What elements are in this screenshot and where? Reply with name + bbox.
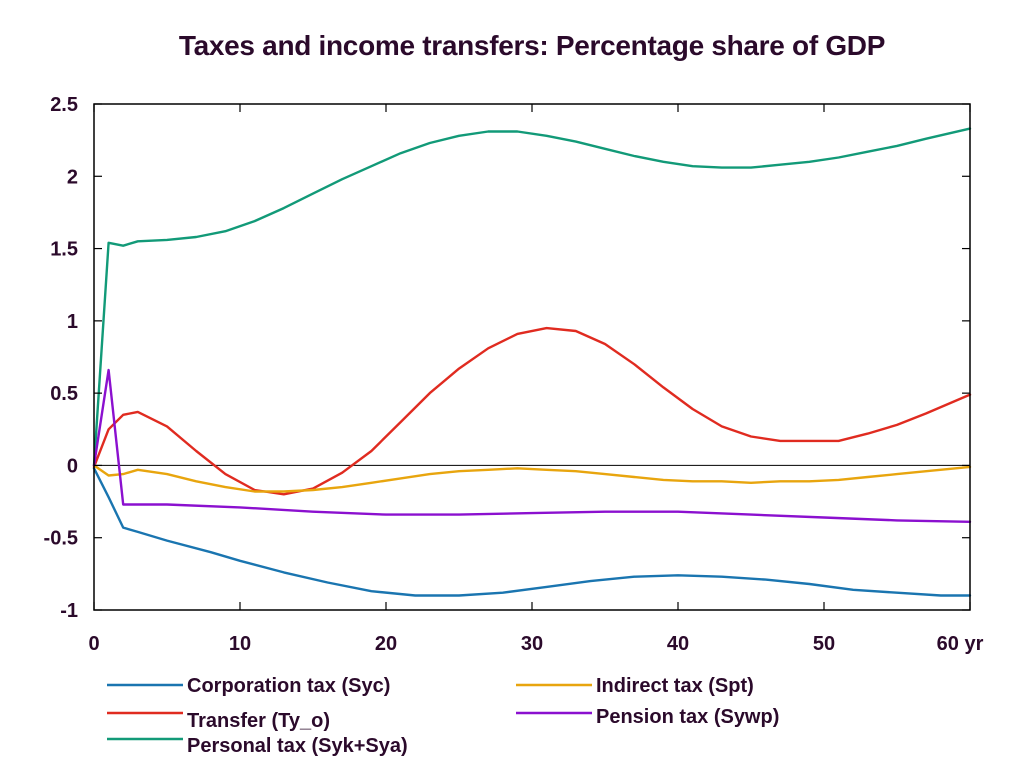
y-tick-label: 0 (67, 455, 78, 477)
chart-title: Taxes and income transfers: Percentage s… (178, 30, 886, 61)
y-tick-label: 1 (67, 311, 78, 333)
x-tick-label: 30 (521, 633, 543, 655)
legend-label-2: Personal tax (Syk+Sya) (187, 735, 408, 757)
x-tick-label: 40 (667, 633, 689, 655)
y-tick-label: -0.5 (44, 528, 78, 550)
y-tick-label: 2 (67, 166, 78, 188)
series-lines (92, 127, 972, 597)
series-line-4 (92, 368, 972, 523)
y-tick-label: 1.5 (50, 239, 78, 261)
x-axis: 0 10 20 30 40 50 60 yr (88, 104, 984, 655)
x-tick-label: 20 (375, 633, 397, 655)
legend-label-3: Indirect tax (Spt) (596, 675, 754, 697)
legend-label-1: Transfer (Ty_o) (187, 710, 330, 732)
series-line-3 (92, 464, 972, 493)
y-tick-label: 2.5 (50, 94, 78, 116)
legend: Corporation tax (Syc) Transfer (Ty_o) Pers… (107, 675, 779, 757)
x-tick-label: 0 (88, 633, 99, 655)
legend-label-0: Corporation tax (Syc) (187, 675, 390, 697)
x-tick-label: 60 yr (937, 633, 984, 655)
series-line-2 (92, 127, 972, 467)
series-line-0 (92, 467, 972, 597)
series-line-1 (92, 326, 972, 496)
y-tick-label: 0.5 (50, 383, 78, 405)
plot-frame (93, 103, 971, 611)
y-tick-label: -1 (60, 600, 78, 622)
legend-label-4: Pension tax (Sywp) (596, 706, 779, 728)
x-tick-label: 10 (229, 633, 251, 655)
y-axis: -1 -0.5 0 0.5 1 1.5 2 2.5 (44, 94, 970, 622)
x-tick-label: 50 (813, 633, 835, 655)
